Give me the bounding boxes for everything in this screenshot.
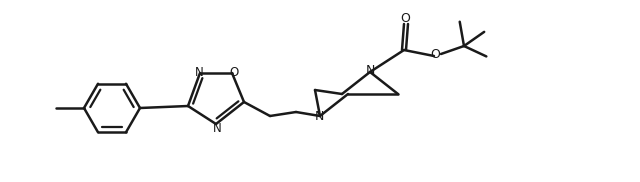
Text: N: N <box>212 122 221 136</box>
Text: O: O <box>400 13 410 25</box>
Text: N: N <box>195 66 204 78</box>
Text: N: N <box>365 64 374 78</box>
Text: O: O <box>229 66 239 78</box>
Text: N: N <box>314 110 324 124</box>
Text: O: O <box>430 48 440 60</box>
